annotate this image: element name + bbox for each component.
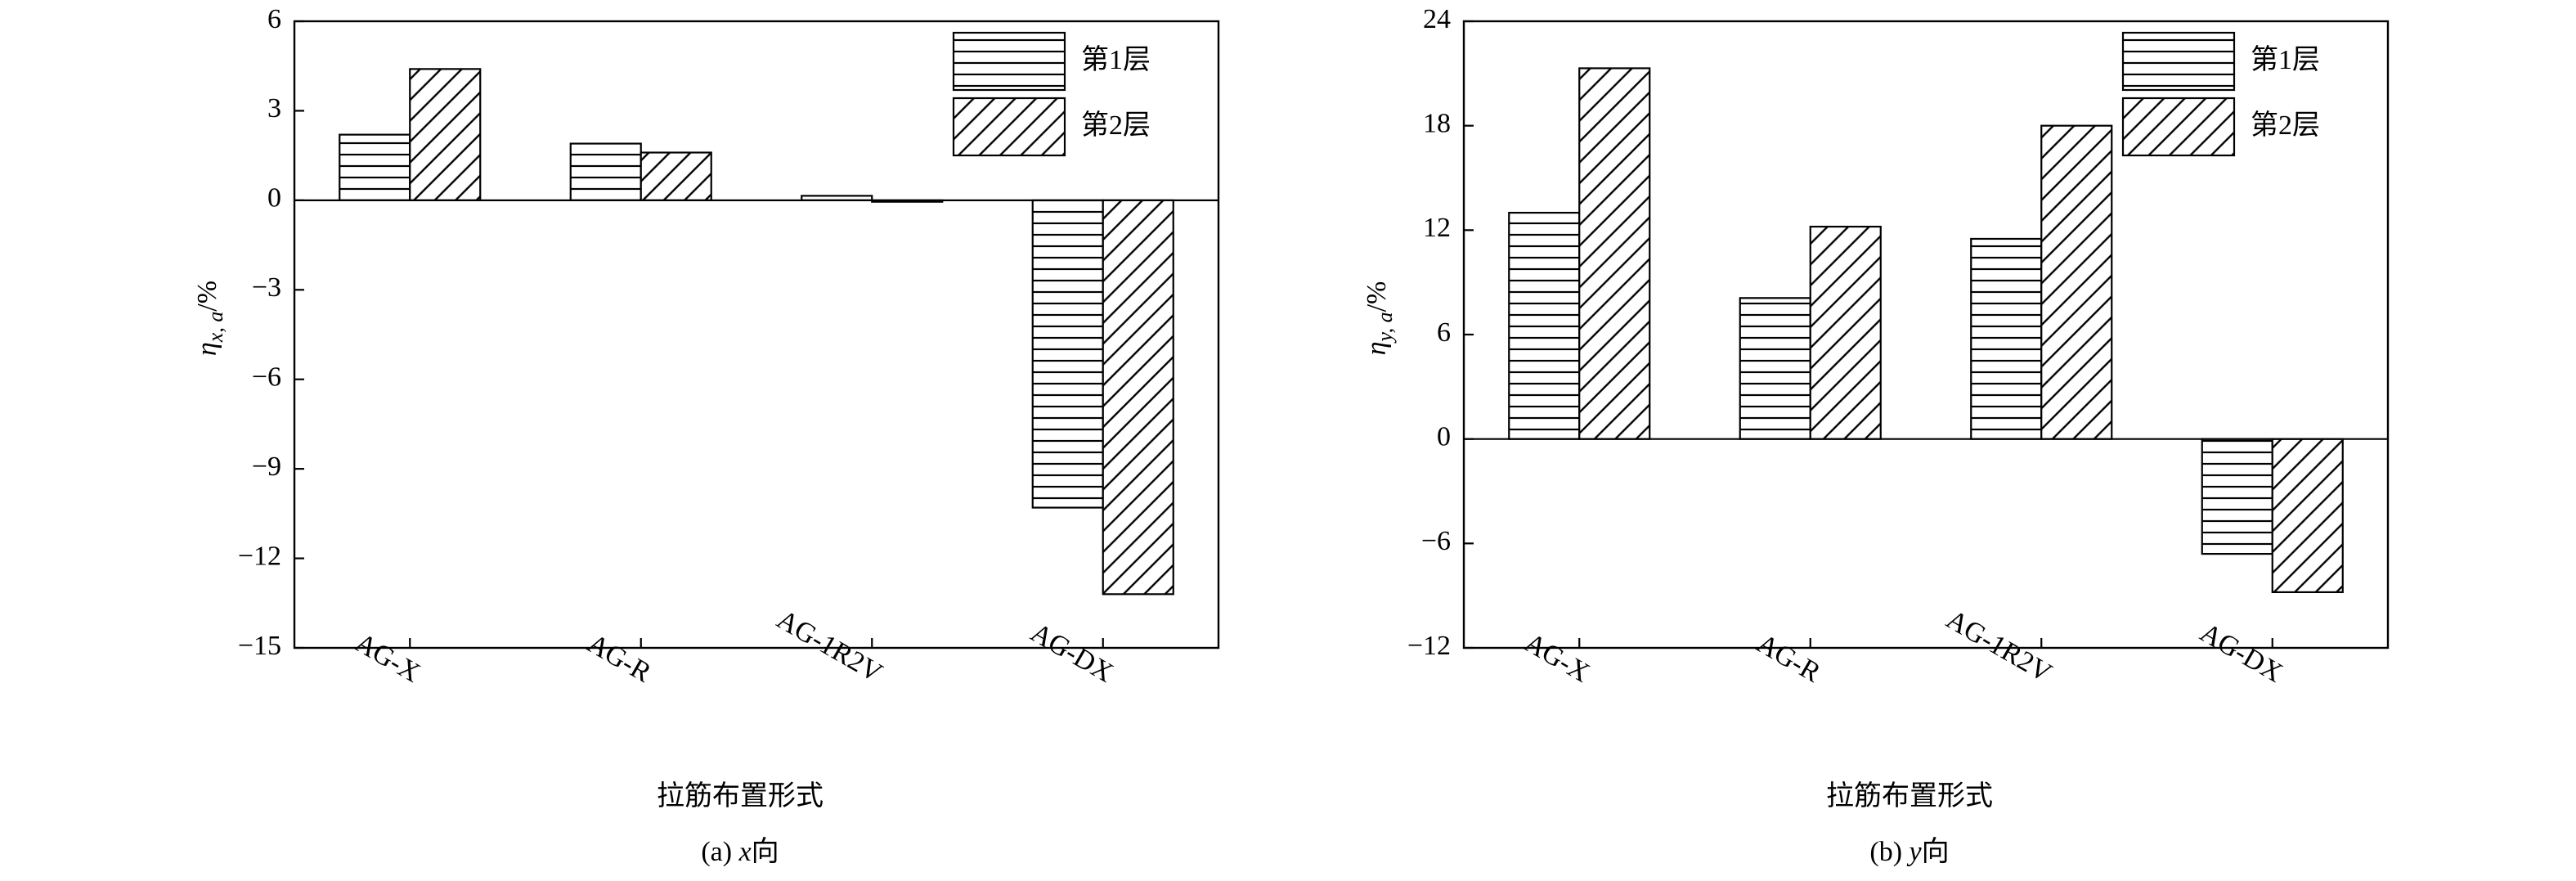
y-label-unit: /% (1362, 281, 1392, 312)
y-label-unit: /% (192, 281, 222, 312)
legend-swatch (952, 97, 1066, 157)
legend-label: 第2层 (1081, 110, 1151, 141)
bar (1809, 225, 1882, 440)
y-tick-label: −6 (1421, 526, 1451, 556)
chart-panel: −15 −12 −9 −6 −3 0 3 6 AG-X AG-R AG-1R2V AG-DX ηx, a… (192, 4, 1220, 867)
legend-swatch (2121, 97, 2236, 157)
bar (2271, 438, 2344, 594)
legend-label: 第1层 (2251, 44, 2320, 75)
caption-prefix: (a) (701, 837, 732, 867)
y-tick-label: −6 (252, 362, 281, 393)
y-tick-label: −15 (238, 631, 281, 661)
y-tick-label: 3 (267, 93, 281, 124)
y-label-symbol: η (192, 342, 222, 356)
y-tick-label: −9 (252, 452, 281, 482)
y-tick-label: 18 (1423, 108, 1451, 138)
bar (1508, 211, 1581, 440)
x-axis-label: 拉筋布置形式 (657, 780, 824, 811)
y-tick-label: 0 (1437, 421, 1451, 452)
caption-prefix: (b) (1869, 837, 1902, 867)
caption: (b) y向 (1869, 836, 1949, 867)
y-tick-label: −12 (238, 541, 281, 571)
legend-label: 第1层 (1081, 44, 1151, 75)
bar (1102, 199, 1174, 596)
y-tick-label: 12 (1423, 213, 1451, 243)
legend-swatch (952, 31, 1066, 92)
bar (339, 133, 411, 201)
bar (409, 68, 482, 201)
bar (1970, 237, 2043, 440)
x-tick-label: AG-1R2V (1941, 605, 2058, 689)
x-axis-label: 拉筋布置形式 (1826, 780, 1993, 811)
caption-variable: x (738, 837, 752, 867)
bar (2201, 438, 2273, 555)
bar (2040, 124, 2113, 440)
y-tick-label: 0 (267, 183, 281, 214)
y-label-subscript: x, a (204, 312, 227, 344)
bar (1739, 297, 1811, 440)
y-tick-label: 6 (1437, 317, 1451, 348)
caption-suffix: 向 (1922, 836, 1950, 867)
legend-label: 第2层 (2251, 110, 2320, 141)
y-axis-label: ηx, a/% (192, 281, 227, 356)
y-tick-label: 6 (267, 4, 281, 34)
x-tick-label: AG-1R2V (772, 605, 888, 689)
bar (569, 142, 642, 201)
y-label-subscript: y, a (1373, 312, 1397, 344)
y-label-symbol: η (1362, 342, 1392, 356)
x-tick-label: AG-DX (1025, 618, 1118, 689)
x-tick-label: AG-X (350, 627, 425, 689)
bar (1031, 199, 1104, 509)
bar (640, 151, 712, 201)
y-axis-label: ηy, a/% (1362, 281, 1397, 356)
caption: (a) x向 (701, 836, 779, 867)
x-tick-label: AG-DX (2195, 618, 2287, 689)
bar (1578, 67, 1651, 440)
plot-frame (293, 20, 1220, 650)
x-tick-label: AG-X (1519, 627, 1595, 689)
caption-variable: y (1907, 837, 1923, 867)
y-tick-label: −3 (252, 272, 281, 303)
caption-suffix: 向 (752, 836, 779, 867)
y-tick-label: 24 (1423, 4, 1451, 34)
y-tick-label: −12 (1407, 631, 1451, 661)
x-tick-label: AG-R (582, 628, 657, 689)
chart-panel: −12 −6 0 6 12 18 24 AG-X AG-R AG-1R2V AG-DX ηy, a/%… (1362, 4, 2390, 867)
x-tick-label: AG-R (1752, 628, 1826, 689)
legend-swatch (2121, 31, 2236, 92)
